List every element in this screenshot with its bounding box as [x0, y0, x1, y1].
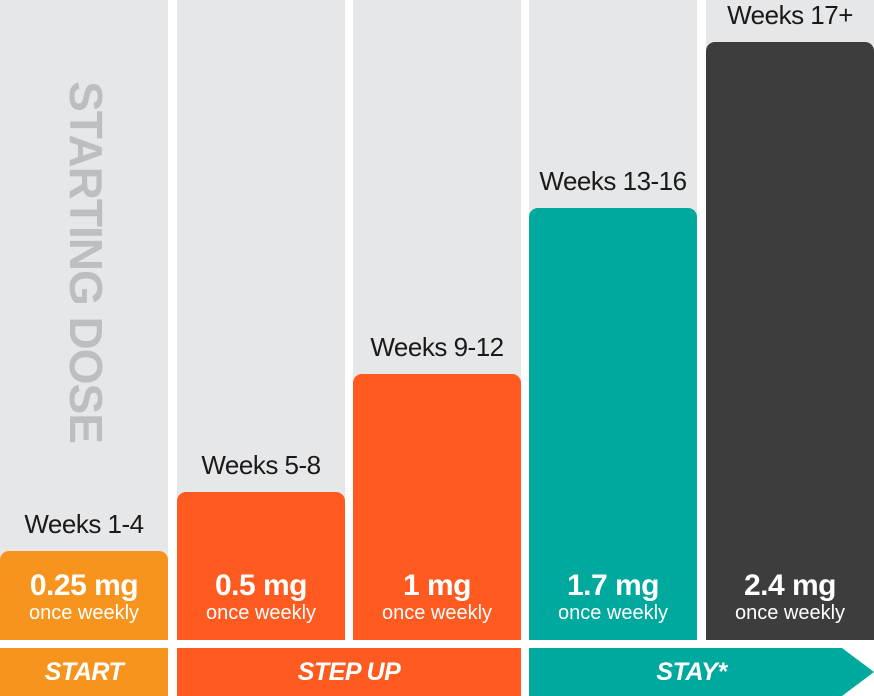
- column-background: [0, 0, 168, 640]
- frequency-label: once weekly: [381, 602, 493, 624]
- week-range-label: Weeks 1-4: [24, 509, 144, 539]
- starting-dose-title: STARTING DOSE: [60, 81, 112, 443]
- phase-label: START: [44, 657, 124, 686]
- phase-band: STAY*: [529, 648, 874, 696]
- week-range-label: Weeks 5-8: [201, 450, 321, 480]
- phase-label: STEP UP: [297, 657, 401, 686]
- week-range-label: Weeks 9-12: [370, 332, 504, 362]
- dose-bar: [177, 492, 345, 640]
- week-range-label: Weeks 17+: [727, 0, 853, 30]
- dose-label: 0.25 mg: [29, 569, 139, 602]
- phase-label: STAY*: [656, 657, 727, 686]
- dose-bar: [353, 374, 521, 640]
- phase-band: START: [0, 648, 168, 696]
- week-range-label: Weeks 13-16: [539, 166, 687, 196]
- phase-band: STEP UP: [177, 648, 521, 696]
- frequency-label: once weekly: [205, 602, 317, 624]
- dose-label: 1.7 mg: [566, 569, 660, 602]
- dose-bar: [529, 208, 697, 640]
- dose-bar: [0, 551, 168, 640]
- dose-label: 0.5 mg: [214, 569, 308, 602]
- frequency-label: once weekly: [734, 602, 846, 624]
- dose-label: 2.4 mg: [743, 569, 837, 602]
- frequency-label: once weekly: [28, 602, 140, 624]
- dose-bar: [706, 42, 874, 640]
- frequency-label: once weekly: [557, 602, 669, 624]
- dose-label: 1 mg: [402, 569, 472, 602]
